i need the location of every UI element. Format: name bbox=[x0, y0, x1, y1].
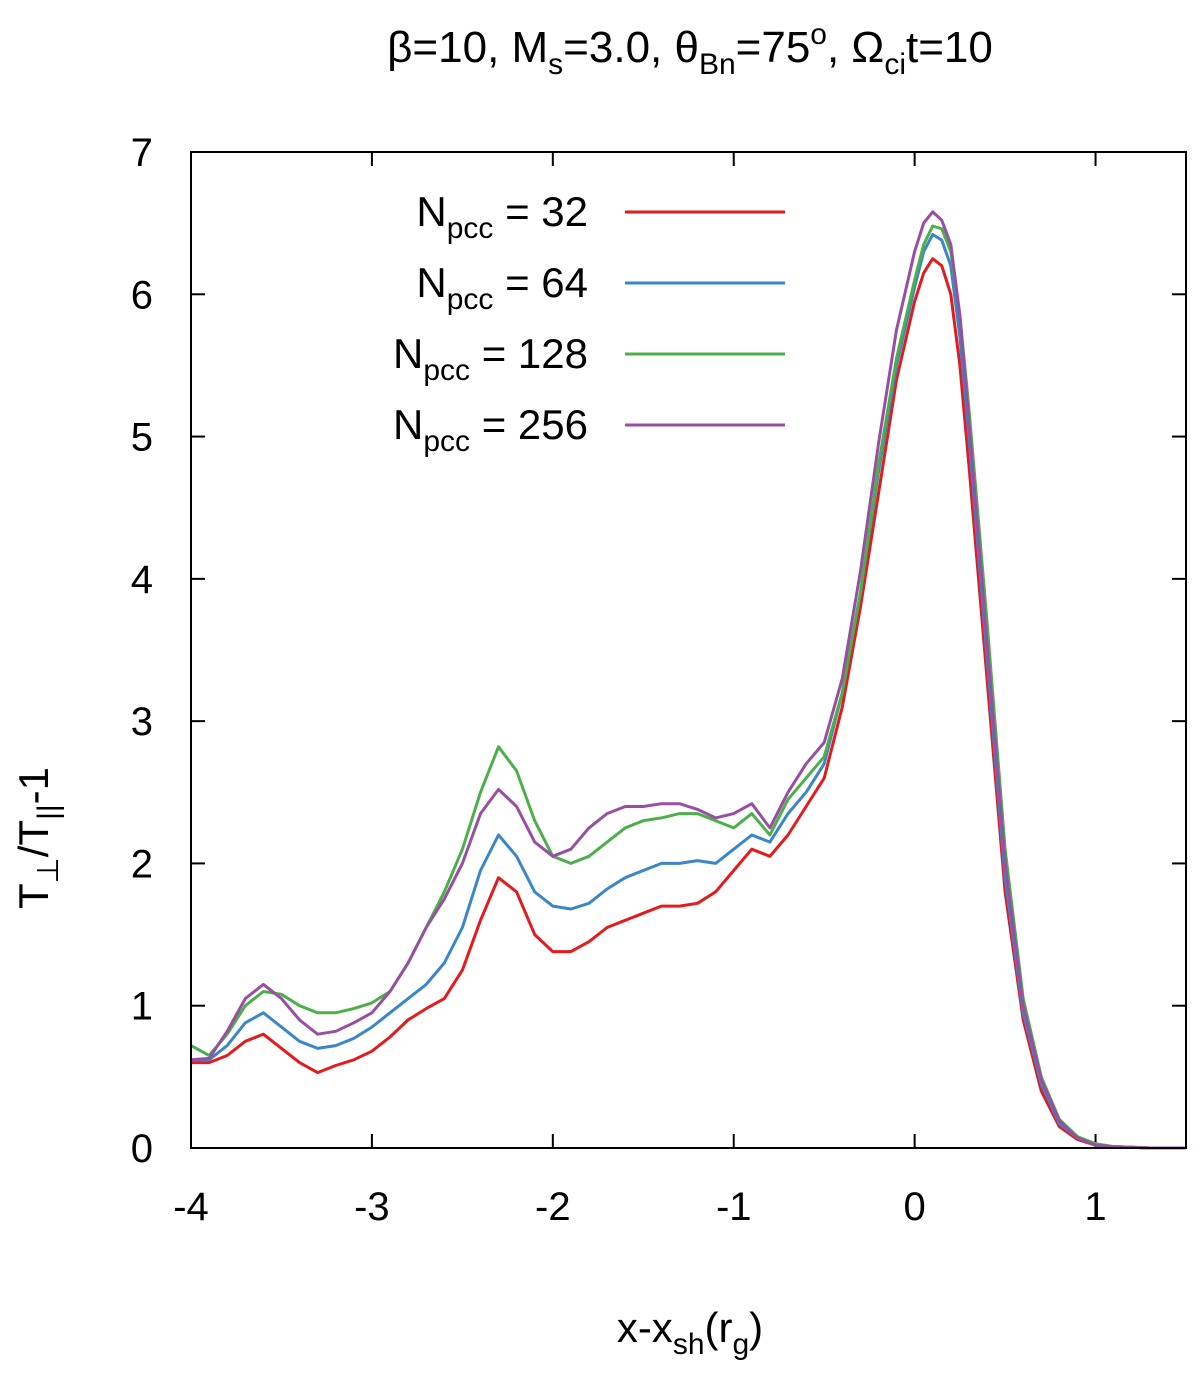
legend-label-2: Npcc = 64 bbox=[416, 259, 588, 316]
x-tick-label: 0 bbox=[904, 1185, 926, 1229]
y-axis-label: T⊥/T||-1 bbox=[10, 767, 65, 909]
y-tick-label: 7 bbox=[131, 131, 153, 175]
y-tick-label: 5 bbox=[131, 416, 153, 460]
y-tick-label: 0 bbox=[131, 1127, 153, 1171]
legend-label-4: Npcc = 256 bbox=[393, 401, 588, 458]
plot-frame bbox=[190, 151, 1187, 1149]
x-axis-label: x-xsh(rg) bbox=[617, 1304, 763, 1361]
series-line-3 bbox=[190, 224, 1186, 1150]
legend: Npcc = 32 Npcc = 64 Npcc = 128 Npcc = 256 bbox=[393, 188, 785, 458]
series-line-4 bbox=[190, 210, 1186, 1150]
x-tick-label: -4 bbox=[173, 1185, 209, 1229]
x-tick-label: -2 bbox=[535, 1185, 571, 1229]
chart-title: β=10, Ms=3.0, θBn=75o, Ωcit=10 bbox=[387, 18, 993, 81]
y-tick-label: 6 bbox=[131, 273, 153, 317]
y-tick-label: 2 bbox=[131, 842, 153, 886]
ticks-group: -4 -3 -2 -1 0 1 0 1 2 3 4 5 6 7 bbox=[131, 131, 1186, 1229]
series-line-1 bbox=[191, 257, 1186, 1150]
y-tick-label: 3 bbox=[131, 700, 153, 744]
x-tick-label: -3 bbox=[354, 1185, 390, 1229]
x-tick-label: -1 bbox=[716, 1185, 752, 1229]
legend-label-3: Npcc = 128 bbox=[393, 330, 588, 387]
x-tick-label: 1 bbox=[1084, 1185, 1106, 1229]
series-lines bbox=[190, 210, 1186, 1150]
legend-label-1: Npcc = 32 bbox=[416, 188, 588, 245]
y-tick-label: 1 bbox=[131, 985, 153, 1029]
series-line-2 bbox=[191, 233, 1186, 1150]
y-tick-label: 4 bbox=[131, 558, 153, 602]
